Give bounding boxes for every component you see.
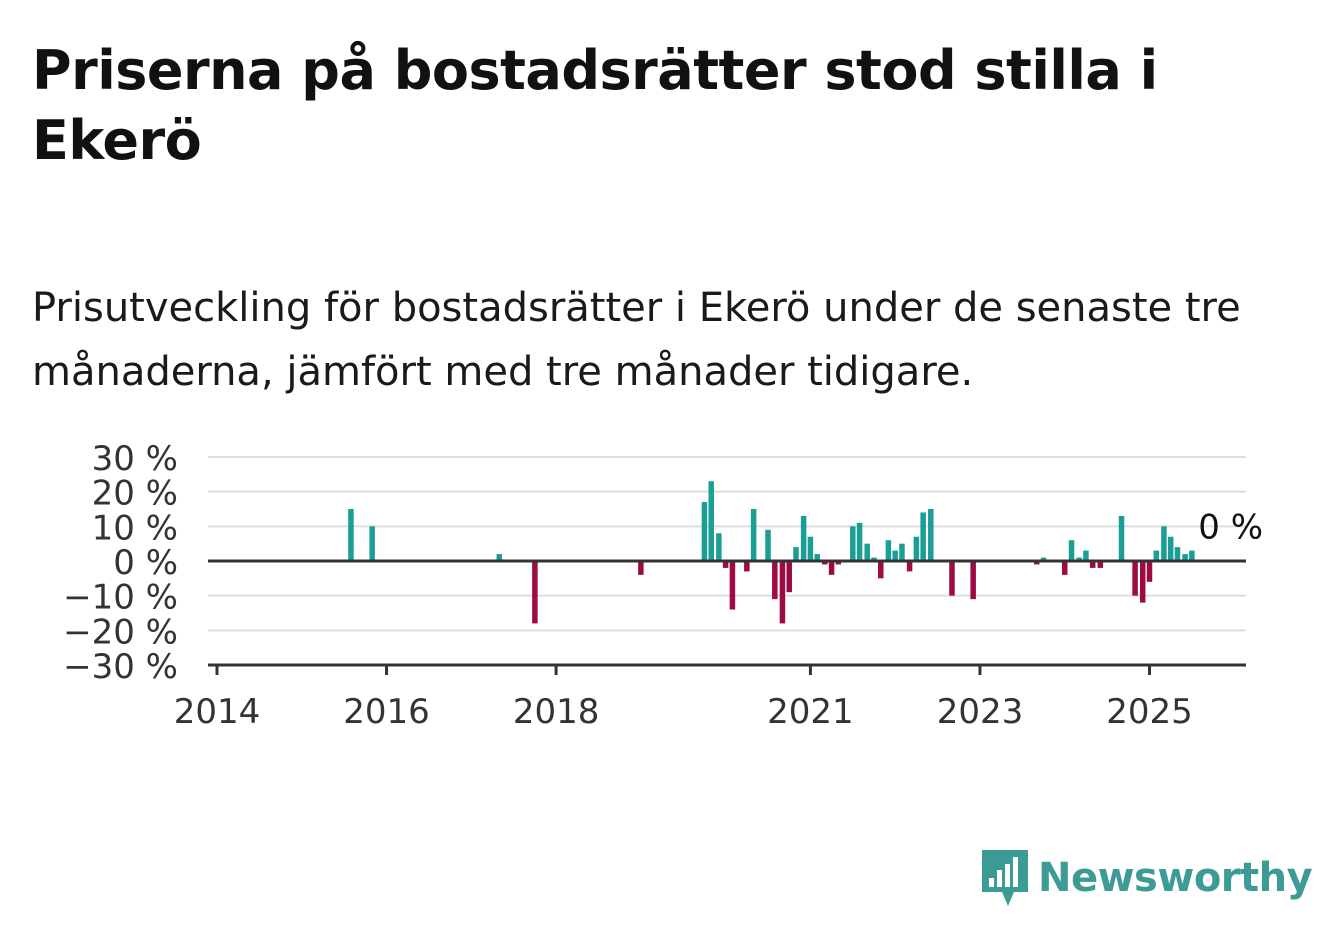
bar bbox=[1083, 550, 1089, 561]
bar bbox=[1040, 557, 1047, 561]
bar bbox=[701, 502, 708, 561]
logo-text: Newsworthy bbox=[1038, 855, 1313, 901]
x-tick-label: 2016 bbox=[343, 692, 430, 730]
bar bbox=[1097, 561, 1104, 568]
bar bbox=[906, 561, 913, 572]
bar bbox=[928, 509, 934, 561]
x-tick-label: 2023 bbox=[937, 692, 1024, 730]
bar bbox=[1132, 561, 1138, 596]
y-tick-label: 20 % bbox=[92, 474, 178, 514]
x-tick-label: 2014 bbox=[174, 692, 261, 730]
bar bbox=[786, 561, 792, 593]
bar bbox=[1139, 561, 1146, 603]
y-tick-label: 10 % bbox=[92, 508, 178, 548]
bar bbox=[348, 509, 354, 561]
y-tick-label: −10 % bbox=[63, 578, 178, 618]
bar bbox=[800, 515, 807, 561]
bar bbox=[822, 561, 828, 565]
bar bbox=[532, 561, 538, 624]
bar bbox=[850, 526, 856, 561]
newsworthy-logo: Newsworthy bbox=[980, 848, 1313, 908]
bar bbox=[807, 536, 814, 561]
newsworthy-logo-icon bbox=[982, 850, 1028, 906]
bar bbox=[1167, 536, 1174, 561]
bar bbox=[828, 561, 835, 575]
bars bbox=[348, 481, 1195, 624]
x-tick-label: 2025 bbox=[1106, 692, 1193, 730]
bar bbox=[1068, 540, 1075, 561]
chart-subtitle: Prisutveckling för bostadsrätter i Ekerö… bbox=[32, 285, 1241, 395]
bar bbox=[892, 550, 898, 561]
bar bbox=[793, 547, 799, 561]
bar bbox=[729, 561, 736, 610]
bar-chart: 30 %20 %10 %0 %−10 %−20 %−30 %2014 2016 20… bbox=[63, 439, 1263, 730]
bar bbox=[949, 561, 955, 596]
bar bbox=[1174, 547, 1181, 561]
bar bbox=[1189, 550, 1195, 561]
y-tick-label: 30 % bbox=[92, 439, 178, 479]
bar bbox=[772, 561, 778, 600]
bar bbox=[369, 526, 375, 561]
bar bbox=[878, 561, 884, 579]
bar bbox=[913, 536, 920, 561]
bar bbox=[708, 481, 714, 561]
bar bbox=[638, 561, 644, 575]
bar bbox=[899, 543, 905, 561]
bar bbox=[970, 561, 976, 600]
x-tick-label: 2018 bbox=[513, 692, 600, 730]
bar bbox=[871, 557, 877, 561]
bar bbox=[779, 561, 786, 624]
bar bbox=[835, 561, 842, 565]
bar bbox=[814, 554, 820, 561]
y-tick-label: −20 % bbox=[63, 612, 178, 652]
bar bbox=[1161, 526, 1167, 561]
bar bbox=[885, 540, 892, 561]
bar bbox=[722, 561, 729, 568]
chart-title: Priserna på bostadsrätter stod stilla i … bbox=[32, 39, 1158, 172]
gridlines bbox=[208, 456, 1246, 632]
bar bbox=[1153, 550, 1160, 561]
bar bbox=[750, 509, 757, 561]
bar bbox=[496, 554, 503, 561]
y-tick-label: 0 % bbox=[113, 543, 178, 583]
bar bbox=[1118, 515, 1125, 561]
bar bbox=[1182, 554, 1188, 561]
bar bbox=[716, 533, 722, 561]
bar bbox=[864, 543, 870, 561]
bar bbox=[920, 512, 926, 561]
bar bbox=[744, 561, 750, 572]
value-annotation: 0 % bbox=[1198, 507, 1263, 547]
tick-labels: 30 %20 %10 %0 %−10 %−20 %−30 %2014 2016 20… bbox=[63, 439, 1263, 730]
bar bbox=[1146, 561, 1153, 582]
bar bbox=[765, 529, 771, 561]
axes bbox=[208, 559, 1246, 675]
bar bbox=[856, 522, 863, 561]
bar bbox=[1076, 557, 1082, 561]
y-tick-label: −30 % bbox=[63, 647, 178, 687]
bar bbox=[1089, 561, 1096, 568]
bar bbox=[1034, 561, 1040, 565]
x-tick-label: 2021 bbox=[767, 692, 854, 730]
bar bbox=[1061, 561, 1068, 575]
